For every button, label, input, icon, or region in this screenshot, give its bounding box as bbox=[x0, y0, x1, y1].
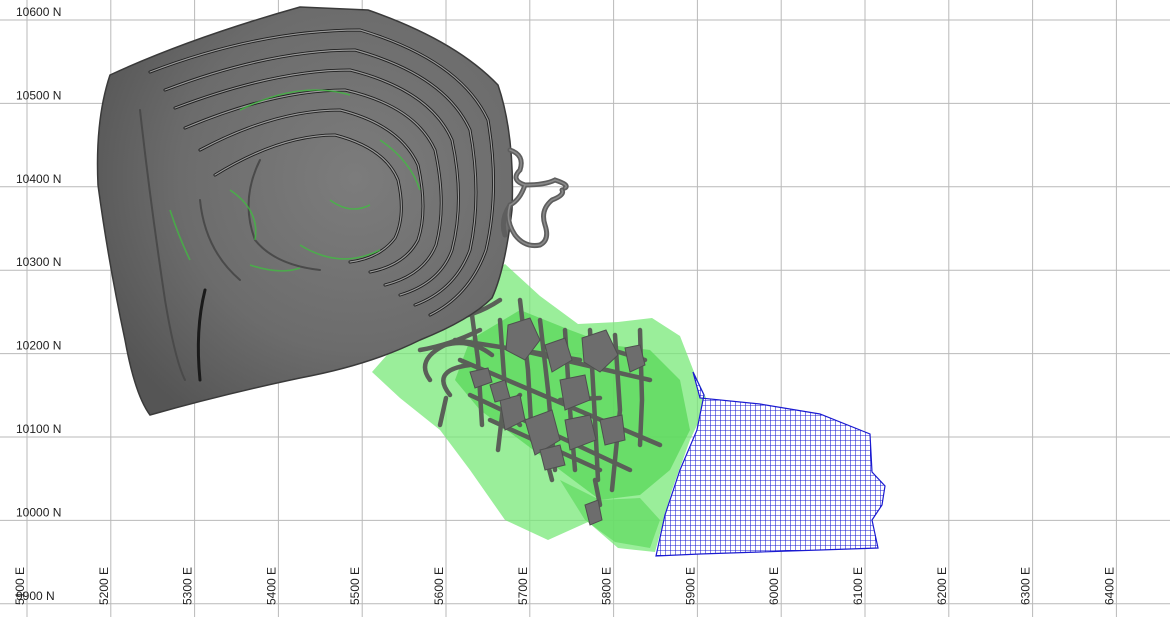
northing-label: 9900 N bbox=[16, 589, 55, 603]
northing-labels: 10600 N 10500 N 10400 N 10300 N 10200 N 10100… bbox=[16, 5, 61, 603]
easting-label: 5300 E bbox=[181, 567, 195, 605]
easting-label: 6100 E bbox=[851, 567, 865, 605]
easting-label: 5200 E bbox=[97, 567, 111, 605]
northing-label: 10100 N bbox=[16, 422, 61, 436]
easting-label: 5400 E bbox=[264, 567, 278, 605]
easting-label: 6000 E bbox=[767, 567, 781, 605]
northing-label: 10000 N bbox=[16, 505, 61, 519]
stope-blocks bbox=[469, 317, 646, 526]
easting-label: 6200 E bbox=[935, 567, 949, 605]
easting-labels: 5100 E 5200 E 5300 E 5400 E 5500 E 5600 E 5700… bbox=[13, 567, 1116, 605]
easting-label: 5500 E bbox=[348, 567, 362, 605]
northing-label: 10600 N bbox=[16, 5, 61, 19]
pit-floor-green bbox=[169, 89, 421, 272]
easting-label: 5600 E bbox=[432, 567, 446, 605]
easting-label: 5700 E bbox=[516, 567, 530, 605]
northing-label: 10400 N bbox=[16, 172, 61, 186]
easting-label: 6300 E bbox=[1019, 567, 1033, 605]
northing-label: 10300 N bbox=[16, 255, 61, 269]
open-pit bbox=[96, 6, 514, 416]
block-model bbox=[655, 371, 886, 557]
easting-label: 5100 E bbox=[13, 567, 27, 605]
easting-label: 6400 E bbox=[1102, 567, 1116, 605]
easting-label: 5800 E bbox=[600, 567, 614, 605]
easting-label: 5900 E bbox=[683, 567, 697, 605]
green-zone-lower bbox=[560, 480, 660, 548]
northing-label: 10200 N bbox=[16, 339, 61, 353]
haul-ramp-highlight bbox=[507, 149, 568, 247]
northing-label: 10500 N bbox=[16, 88, 61, 102]
